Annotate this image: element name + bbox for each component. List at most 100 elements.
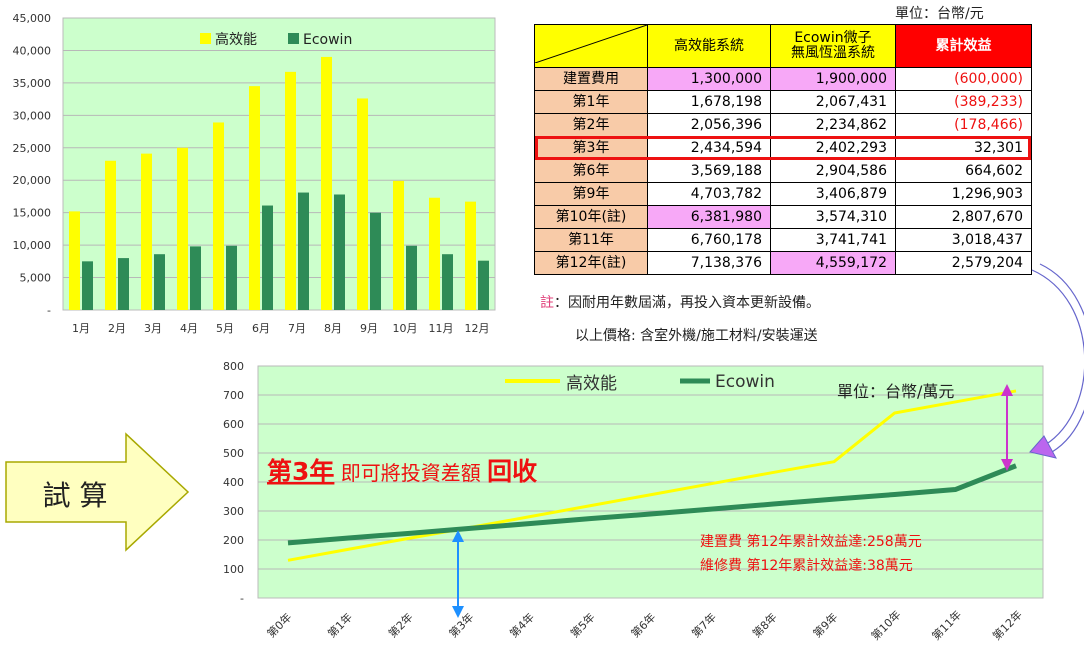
- monthly-bar-chart: - 5,000 10,000 15,000 20,000 25,000 30,000 35,0…: [13, 12, 496, 335]
- row-label: 第2年: [534, 113, 648, 137]
- trial-arrow: 試 算: [5, 432, 190, 552]
- bar-x-tick-label: 7月: [288, 322, 306, 335]
- row-label: 第9年: [534, 182, 648, 206]
- line-x-tick-label: 第10年: [868, 607, 903, 642]
- bar-y-tick-label: -: [47, 304, 51, 317]
- bar-x-tick-label: 4月: [180, 322, 198, 335]
- row-label: 第1年: [534, 90, 648, 114]
- table-row: 第12年(註) 7,138,376 4,559,172 2,579,204: [534, 251, 1032, 275]
- bar-chart-legend: 高效能 Ecowin: [200, 31, 352, 48]
- annotation-maintenance: 維修費 第12年累計效益達:38萬元: [700, 557, 913, 574]
- line-x-tick-label: 第11年: [929, 607, 964, 642]
- cell-benefit: 1,296,903: [895, 182, 1032, 206]
- cell-high-efficiency: 4,703,782: [647, 182, 771, 206]
- headline-year: 第3年: [267, 457, 334, 486]
- bar-high-efficiency: [249, 86, 260, 310]
- bar-high-efficiency: [213, 122, 224, 311]
- table-note: 註：因耐用年數屆滿，再投入資本更新設備。: [540, 292, 820, 312]
- price-note: 以上價格: 含室外機/施工材料/安裝運送: [575, 328, 818, 344]
- cost-comparison-table: 高效能系統 Ecowin微子 無風恆溫系統 累計效益 建置費用 1,300,00…: [534, 24, 1032, 275]
- cell-ecowin: 2,067,431: [770, 90, 896, 114]
- line-y-tick-label: 500: [223, 447, 244, 460]
- table-to-chart-connector: [1029, 263, 1084, 459]
- cell-benefit: 2,579,204: [895, 251, 1032, 275]
- cell-high-efficiency: 1,678,198: [647, 90, 771, 114]
- legend-swatch-ecowin: [288, 33, 299, 44]
- bar-y-tick-label: 45,000: [13, 12, 52, 25]
- bar-x-tick-label: 5月: [216, 322, 234, 335]
- arrow-shape: [5, 432, 190, 552]
- bar-x-tick-label: 10月: [393, 322, 418, 335]
- line-y-tick-label: 400: [223, 476, 244, 489]
- cell-high-efficiency: 6,381,980: [647, 205, 771, 229]
- bar-high-efficiency: [321, 56, 332, 310]
- cell-high-efficiency: 2,056,396: [647, 113, 771, 137]
- bar-x-tick-label: 8月: [324, 322, 342, 335]
- bar-high-efficiency: [105, 160, 116, 310]
- line-y-tick-label: 700: [223, 389, 244, 402]
- cell-ecowin: 1,900,000: [770, 67, 896, 91]
- bar-y-tick-label: 35,000: [13, 77, 52, 90]
- legend-label-ecowin: Ecowin: [715, 372, 775, 392]
- line-x-tick-label: 第4年: [507, 610, 537, 640]
- cell-ecowin: 2,402,293: [770, 136, 896, 160]
- legend-label-high-efficiency: 高效能: [566, 374, 617, 394]
- legend-label-ecowin: Ecowin: [303, 32, 352, 48]
- cell-ecowin: 3,406,879: [770, 182, 896, 206]
- line-chart-legend: 高效能 Ecowin: [505, 372, 775, 394]
- bar-x-tick-label: 2月: [108, 322, 126, 335]
- note-text: ：因耐用年數屆滿，再投入資本更新設備。: [554, 295, 820, 311]
- cell-benefit: (178,466): [895, 113, 1032, 137]
- bar-y-tick-label: 25,000: [13, 142, 52, 155]
- bar-high-efficiency: [141, 153, 152, 310]
- annotation-construction: 建置費 第12年累計效益達:258萬元: [700, 533, 922, 550]
- bar-y-tick-label: 15,000: [13, 207, 52, 220]
- bar-ecowin: [262, 205, 273, 310]
- bar-x-tick-label: 3月: [144, 322, 162, 335]
- line-x-tick-label: 第3年: [446, 610, 476, 640]
- bar-high-efficiency: [393, 180, 404, 310]
- legend-label-high-efficiency: 高效能: [215, 31, 257, 48]
- line-x-tick-label: 第9年: [810, 610, 840, 640]
- line-x-tick-label: 第12年: [989, 607, 1024, 642]
- bar-x-tick-label: 6月: [252, 322, 270, 335]
- bar-x-tick-label: 12月: [465, 322, 490, 335]
- line-y-tick-label: 800: [223, 360, 244, 373]
- note-mark: 註: [540, 295, 554, 311]
- row-label: 建置費用: [534, 67, 648, 91]
- cell-high-efficiency: 6,760,178: [647, 228, 771, 252]
- bar-ecowin: [334, 194, 345, 310]
- bar-ecowin: [442, 254, 453, 310]
- table-row: 第2年 2,056,396 2,234,862 (178,466): [534, 113, 1032, 137]
- bar-high-efficiency: [465, 201, 476, 310]
- table-unit-label: 單位：台幣/元: [895, 6, 984, 22]
- cell-ecowin: 3,741,741: [770, 228, 896, 252]
- bar-x-tick-label: 11月: [429, 322, 454, 335]
- bar-x-tick-label: 1月: [72, 322, 90, 335]
- bar-chart-plot-area: [62, 17, 496, 311]
- bar-ecowin: [370, 212, 381, 310]
- bar-ecowin: [82, 261, 93, 310]
- bar-y-tick-label: 10,000: [13, 239, 52, 252]
- headline-middle: 即可將投資差額: [334, 461, 487, 485]
- cell-benefit: (389,233): [895, 90, 1032, 114]
- corner-diagonal: [534, 24, 648, 64]
- bar-y-tick-label: 5,000: [20, 272, 52, 285]
- bar-high-efficiency: [357, 98, 368, 310]
- bar-ecowin: [406, 245, 417, 310]
- bar-y-tick-label: 20,000: [13, 174, 52, 187]
- line-chart-unit: 單位：台幣/萬元: [837, 382, 954, 401]
- arrow-label: 試 算: [43, 479, 108, 512]
- bar-ecowin: [478, 260, 489, 310]
- header-cumulative-benefit: 累計效益: [895, 24, 1032, 68]
- bar-ecowin: [154, 254, 165, 310]
- line-x-tick-label: 第5年: [567, 610, 597, 640]
- cell-ecowin: 4,559,172: [770, 251, 896, 275]
- line-x-tick-label: 第1年: [325, 610, 355, 640]
- line-x-tick-label: 第0年: [264, 610, 294, 640]
- series-line-ecowin: [287, 463, 1017, 546]
- cell-high-efficiency: 7,138,376: [647, 251, 771, 275]
- line-y-tick-label: 600: [223, 418, 244, 431]
- header-ecowin-line1: Ecowin微子: [794, 30, 872, 46]
